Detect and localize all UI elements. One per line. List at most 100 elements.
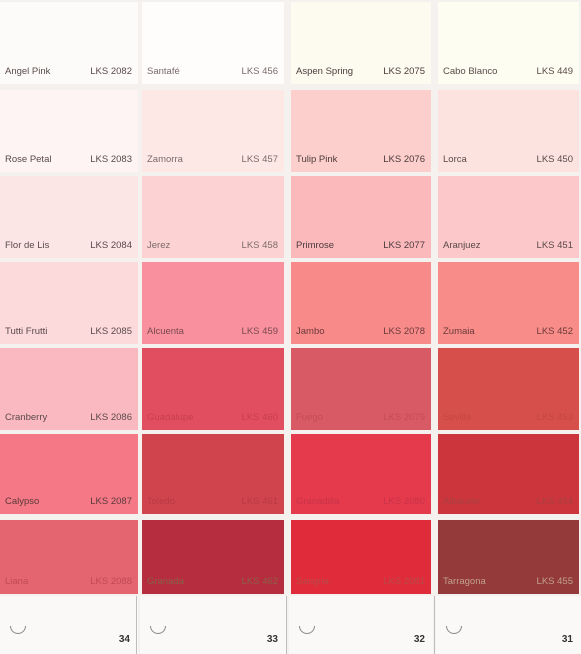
swatch-name: Cabo Blanco [443,66,498,77]
color-swatch: Cabo Blanco LKS 449 [438,2,579,84]
color-swatch: Sevilla LKS 453 [438,348,579,430]
swatch-code: LKS 2087 [90,496,132,507]
color-swatch: Liana LKS 2088 [0,520,138,594]
swatch-name: Alcuenta [147,326,184,337]
swatch-code: LKS 460 [241,412,278,423]
swatch-name: Lorca [443,154,467,165]
swatch-code: LKS 456 [241,66,278,77]
swatch-code: LKS 2080 [383,496,425,507]
swatch-name: Granadilla [296,496,340,507]
color-swatch: Zumaia LKS 452 [438,262,579,344]
swatch-name: Tutti Frutti [5,326,48,337]
swatch-label: Aspen Spring LKS 2075 [296,66,425,77]
swatch-name: Guadalupe [147,412,194,423]
swatch-name: Zamorra [147,154,183,165]
swatch-code: LKS 452 [536,326,573,337]
color-swatch: Lorca LKS 450 [438,90,579,172]
swatch-code: LKS 2086 [90,412,132,423]
swatch-label: Jambo LKS 2078 [296,326,425,337]
binding-arc-icon [150,626,166,634]
color-swatch: Angel Pink LKS 2082 [0,2,138,84]
color-swatch: Santafé LKS 456 [142,2,284,84]
swatch-label: Aranjuez LKS 451 [443,240,573,251]
swatch-code: LKS 451 [536,240,573,251]
swatch-label: Guadalupe LKS 460 [147,412,278,423]
swatch-code: LKS 2078 [383,326,425,337]
swatch-label: Tarragona LKS 455 [443,576,573,587]
swatch-code: LKS 2083 [90,154,132,165]
swatch-code: LKS 454 [536,496,573,507]
color-swatch: Cranberry LKS 2086 [0,348,138,430]
swatch-code: LKS 2075 [383,66,425,77]
swatch-name: Rose Petal [5,154,52,165]
swatch-label: Jerez LKS 458 [147,240,278,251]
swatch-label: Primrose LKS 2077 [296,240,425,251]
swatch-name: Tulip Pink [296,154,338,165]
color-swatch: Jerez LKS 458 [142,176,284,258]
swatch-name: Zumaia [443,326,475,337]
swatch-label: Cabo Blanco LKS 449 [443,66,573,77]
page-number: 32 [413,634,425,645]
swatch-code: LKS 458 [241,240,278,251]
color-swatch: Tarragona LKS 455 [438,520,579,594]
color-swatch: Rose Petal LKS 2083 [0,90,138,172]
swatch-label: Tutti Frutti LKS 2085 [5,326,132,337]
swatch-label: Granada LKS 462 [147,576,278,587]
swatch-code: LKS 449 [536,66,573,77]
color-swatch: Aranjuez LKS 451 [438,176,579,258]
color-swatch: Tulip Pink LKS 2076 [291,90,431,172]
page-divider [286,596,287,654]
swatch-name: Liana [5,576,29,587]
swatch-code: LKS 2082 [90,66,132,77]
swatch-code: LKS 453 [536,412,573,423]
swatch-code: LKS 2077 [383,240,425,251]
color-swatch: Alcuenta LKS 459 [142,262,284,344]
swatch-code: LKS 461 [241,496,278,507]
swatch-name: Angel Pink [5,66,51,77]
swatch-name: Jerez [147,240,171,251]
swatch-code: LKS 459 [241,326,278,337]
swatch-name: Fuego [296,412,323,423]
swatch-label: Flor de Lis LKS 2084 [5,240,132,251]
color-swatch: Granadilla LKS 2080 [291,434,431,514]
swatch-name: Primrose [296,240,335,251]
color-swatch: Guadalupe LKS 460 [142,348,284,430]
swatch-name: Aspen Spring [296,66,354,77]
swatch-code: LKS 462 [241,576,278,587]
swatch-label: Alcuenta LKS 459 [147,326,278,337]
swatch-label: Santafé LKS 456 [147,66,278,77]
color-swatch: Sangria LKS 2081 [291,520,431,594]
swatch-code: LKS 2084 [90,240,132,251]
page-footer: 31 [436,596,581,654]
swatch-name: Calypso [5,496,40,507]
swatch-column: Cabo Blanco LKS 449 Lorca LKS 450 Aranjuez LK… [436,0,581,654]
color-swatch: Jambo LKS 2078 [291,262,431,344]
swatch-name: Aranjuez [443,240,481,251]
swatch-name: Granada [147,576,184,587]
color-swatch: Zamorra LKS 457 [142,90,284,172]
swatch-code: LKS 450 [536,154,573,165]
page-footer: 33 [140,596,286,654]
swatch-name: Sangria [296,576,329,587]
page-number: 31 [561,634,573,645]
swatch-code: LKS 457 [241,154,278,165]
color-swatch: Flor de Lis LKS 2084 [0,176,138,258]
swatch-column: Angel Pink LKS 2082 Rose Petal LKS 2083 Flor… [0,0,138,654]
swatch-label: Liana LKS 2088 [5,576,132,587]
swatch-code: LKS 2081 [383,576,425,587]
swatch-label: Sangria LKS 2081 [296,576,425,587]
swatch-label: Toledo LKS 461 [147,496,278,507]
swatch-name: Flor de Lis [5,240,50,251]
binding-arc-icon [299,626,315,634]
swatch-code: LKS 2088 [90,576,132,587]
swatch-label: Tulip Pink LKS 2076 [296,154,425,165]
swatch-name: Sevilla [443,412,471,423]
color-swatch: Tutti Frutti LKS 2085 [0,262,138,344]
swatch-label: Calypso LKS 2087 [5,496,132,507]
swatch-column: Santafé LKS 456 Zamorra LKS 457 Jerez LKS 458… [140,0,286,654]
swatch-code: LKS 2076 [383,154,425,165]
color-swatch: Granada LKS 462 [142,520,284,594]
page-divider [136,596,137,654]
binding-arc-icon [446,626,462,634]
